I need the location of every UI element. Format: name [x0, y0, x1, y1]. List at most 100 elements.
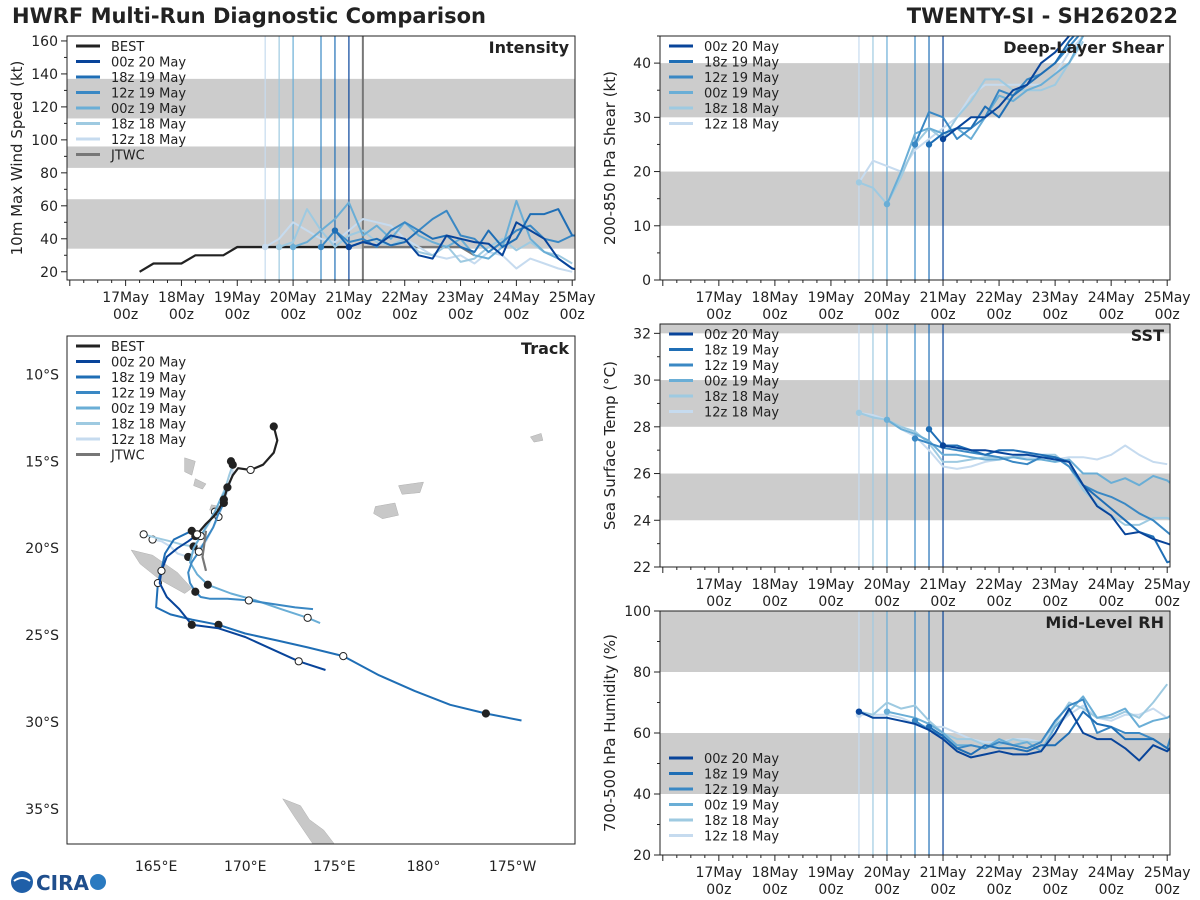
- sst-xtick-sublabel: 00z: [706, 594, 731, 610]
- shear-legend-label-4: 18z 18 May: [704, 102, 779, 117]
- intensity-legend-label-5: 18z 18 May: [111, 118, 186, 133]
- land-lord-howe: [282, 798, 335, 844]
- shear-xtick-label: 22May: [976, 290, 1023, 306]
- shear-xtick-label: 18May: [752, 290, 799, 306]
- intensity-xtick-label: 25May: [549, 290, 596, 306]
- rh-xtick-label: 17May: [695, 865, 742, 881]
- sst-ytick-label: 22: [633, 560, 651, 576]
- rh-xtick-sublabel: 00z: [1155, 882, 1180, 898]
- shear-init-marker-4: [855, 179, 863, 186]
- rh-xtick-label: 22May: [976, 865, 1023, 881]
- intensity-xtick-sublabel: 00z: [448, 307, 473, 323]
- shear-ylabel: 200-850 hPa Shear (kt): [601, 71, 619, 245]
- sst-xtick-label: 21May: [920, 577, 967, 593]
- logo-swoosh-icon: [13, 877, 31, 882]
- track-series-3-marker: [203, 580, 212, 589]
- track-series-1: [155, 529, 522, 722]
- shear-legend-label-5: 12z 18 May: [704, 118, 779, 133]
- track-lat-label: 30°S: [25, 715, 59, 731]
- intensity-ytick-label: 40: [40, 232, 58, 248]
- rh-series-2: [914, 698, 1170, 750]
- intensity-legend-label-1: 00z 20 May: [111, 56, 186, 71]
- shear-panel-title: Deep-Layer Shear: [1003, 38, 1164, 57]
- intensity-xtick-label: 21May: [326, 290, 373, 306]
- shear-xtick-sublabel: 00z: [762, 307, 787, 323]
- rh-ytick-label: 20: [633, 848, 651, 864]
- rh-xtick-label: 25May: [1144, 865, 1191, 881]
- rh-xtick-sublabel: 00z: [874, 882, 899, 898]
- intensity-series-1: [334, 208, 575, 253]
- rh-panel: 2040608010017May00z18May00z19May00z20May…: [601, 604, 1191, 898]
- sst-plot-area: [660, 324, 1170, 567]
- rh-xtick-label: 24May: [1088, 865, 1135, 881]
- sst-ytick-label: 24: [633, 513, 651, 529]
- sst-ytick-label: 28: [633, 420, 651, 436]
- track-lat-label: 35°S: [25, 802, 59, 818]
- sst-xtick-label: 17May: [695, 577, 742, 593]
- rh-xtick-sublabel: 00z: [1099, 882, 1124, 898]
- sst-xtick-sublabel: 00z: [1099, 594, 1124, 610]
- storm-id-title: TWENTY-SI - SH262022: [906, 4, 1178, 28]
- intensity-xtick-sublabel: 00z: [281, 307, 306, 323]
- intensity-xtick-label: 19May: [214, 290, 261, 306]
- sst-legend-label-5: 12z 18 May: [704, 406, 779, 421]
- intensity-series-3: [292, 199, 575, 271]
- intensity-legend-label-3: 12z 19 May: [111, 87, 186, 102]
- intensity-ytick-label: 60: [40, 199, 58, 215]
- sst-xtick-label: 24May: [1088, 577, 1135, 593]
- track-series-2: [187, 502, 314, 611]
- sst-xtick-label: 19May: [808, 577, 855, 593]
- track-legend-label-3: 12z 19 May: [111, 387, 186, 402]
- shear-series-4: [858, 40, 1084, 206]
- rh-xtick-label: 20May: [864, 865, 911, 881]
- shear-xtick-sublabel: 00z: [818, 307, 843, 323]
- sst-legend-label-3: 00z 19 May: [704, 375, 779, 390]
- shear-xtick-label: 20May: [864, 290, 911, 306]
- track-series-0-marker: [157, 566, 166, 575]
- sst-xtick-sublabel: 00z: [762, 594, 787, 610]
- rh-plot-area: [660, 611, 1170, 855]
- rh-series-3: [886, 695, 1170, 753]
- track-lon-label: 165°E: [135, 859, 178, 875]
- shear-xtick-sublabel: 00z: [1155, 307, 1180, 323]
- track-best-line-marker: [246, 465, 255, 475]
- rh-legend-label-4: 18z 18 May: [704, 814, 779, 829]
- shear-xtick-sublabel: 00z: [706, 307, 731, 323]
- sst-legend-label-1: 18z 19 May: [704, 344, 779, 359]
- sst-ytick-label: 32: [633, 326, 651, 342]
- rh-ytick-label: 40: [633, 787, 651, 803]
- shear-xtick-sublabel: 00z: [930, 307, 955, 323]
- rh-legend-label-5: 12z 18 May: [704, 830, 779, 845]
- sst-legend-label-4: 18z 18 May: [704, 390, 779, 405]
- land-solomon: [530, 433, 544, 443]
- track-series-4-marker: [139, 530, 148, 539]
- shear-xtick-sublabel: 00z: [986, 307, 1011, 323]
- logo-text: CIRA: [36, 871, 90, 895]
- sst-init-marker-1: [925, 425, 933, 433]
- sst-ytick-label: 26: [633, 467, 651, 483]
- sst-ytick-label: 30: [633, 373, 651, 389]
- sst-series-4: [858, 411, 1170, 526]
- intensity-xtick-label: 18May: [158, 290, 205, 306]
- track-best-line-marker: [193, 530, 202, 539]
- intensity-xtick-sublabel: 00z: [169, 307, 194, 323]
- intensity-ytick-label: 160: [31, 34, 58, 50]
- shear-ytick-label: 40: [633, 56, 651, 72]
- shear-xtick-sublabel: 00z: [1099, 307, 1124, 323]
- track-panel: 165°E 170°E 175°E 180° 175°W 10°S 15°S 20°S 25°S…: [25, 335, 576, 875]
- track-lat-label: 15°S: [25, 454, 59, 470]
- shear-xtick-label: 25May: [1144, 290, 1191, 306]
- shear-xtick-sublabel: 00z: [1043, 307, 1068, 323]
- rh-legend-label-2: 12z 19 May: [704, 783, 779, 798]
- shear-legend-label-2: 12z 19 May: [704, 71, 779, 86]
- shear-ytick-label: 10: [633, 219, 651, 235]
- sst-xtick-label: 25May: [1144, 577, 1191, 593]
- track-legend-label-0: BEST: [111, 340, 144, 355]
- rh-init-marker-2: [911, 717, 919, 724]
- sst-xtick-label: 18May: [752, 577, 799, 593]
- rh-xtick-label: 19May: [808, 865, 855, 881]
- track-legend-label-7: JTWC: [110, 449, 145, 464]
- logo-seal-icon: [90, 874, 106, 890]
- sst-xtick-sublabel: 00z: [1043, 594, 1068, 610]
